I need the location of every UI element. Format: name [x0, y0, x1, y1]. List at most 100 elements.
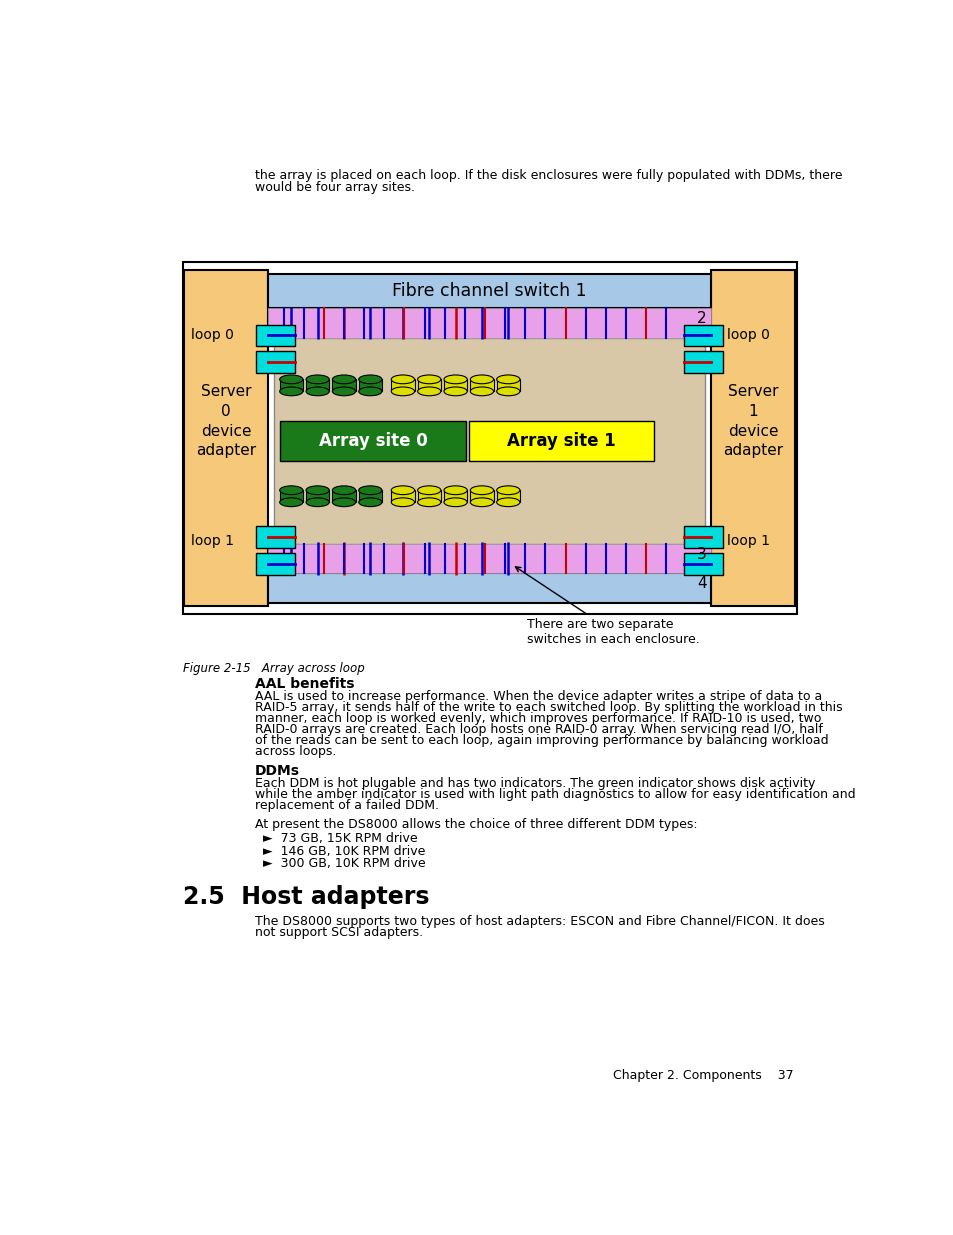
Bar: [470, 490, 493, 503]
Bar: [256, 526, 294, 548]
Ellipse shape: [306, 375, 329, 384]
Ellipse shape: [391, 387, 415, 395]
Bar: [468, 421, 654, 461]
Ellipse shape: [443, 485, 467, 495]
Text: the array is placed on each loop. If the disk enclosures were fully populated wi: the array is placed on each loop. If the…: [254, 169, 841, 182]
Bar: [268, 309, 711, 337]
Ellipse shape: [358, 375, 381, 384]
Bar: [683, 352, 722, 373]
Text: There are two separate
switches in each enclosure.: There are two separate switches in each …: [515, 567, 700, 646]
Bar: [683, 325, 722, 346]
Bar: [256, 352, 294, 373]
Text: Server
1
device
adapter: Server 1 device adapter: [722, 384, 782, 458]
Ellipse shape: [417, 375, 440, 384]
Bar: [470, 379, 493, 391]
Ellipse shape: [332, 485, 355, 495]
Bar: [443, 379, 467, 391]
Text: RAID-0 arrays are created. Each loop hosts one RAID-0 array. When servicing read: RAID-0 arrays are created. Each loop hos…: [254, 722, 821, 736]
Text: loop 0: loop 0: [191, 329, 233, 342]
Text: Chapter 2. Components    37: Chapter 2. Components 37: [612, 1070, 793, 1082]
Text: Fibre channel switch 1: Fibre channel switch 1: [392, 282, 586, 300]
Bar: [256, 325, 294, 346]
Text: 2.5  Host adapters: 2.5 Host adapters: [183, 885, 429, 909]
Bar: [306, 490, 329, 503]
Ellipse shape: [358, 387, 381, 395]
Text: Each DDM is hot plugable and has two indicators. The green indicator shows disk : Each DDM is hot plugable and has two ind…: [254, 777, 815, 789]
Text: ►  73 GB, 15K RPM drive: ► 73 GB, 15K RPM drive: [262, 832, 416, 845]
Ellipse shape: [306, 485, 329, 495]
Bar: [279, 490, 303, 503]
Bar: [256, 553, 294, 574]
Text: AAL benefits: AAL benefits: [254, 677, 354, 692]
Bar: [497, 490, 519, 503]
Bar: [274, 337, 704, 543]
Ellipse shape: [332, 387, 355, 395]
Ellipse shape: [470, 485, 493, 495]
Ellipse shape: [358, 485, 381, 495]
Ellipse shape: [332, 375, 355, 384]
Bar: [183, 262, 796, 614]
Bar: [417, 379, 440, 391]
Bar: [683, 553, 722, 574]
Text: replacement of a failed DDM.: replacement of a failed DDM.: [254, 799, 438, 811]
Text: manner, each loop is worked evenly, which improves performance. If RAID-10 is us: manner, each loop is worked evenly, whic…: [254, 711, 821, 725]
Bar: [358, 490, 381, 503]
Bar: [683, 526, 722, 548]
Text: 2: 2: [697, 311, 706, 326]
Bar: [332, 490, 355, 503]
Bar: [268, 274, 711, 309]
Ellipse shape: [279, 485, 303, 495]
Text: loop 1: loop 1: [726, 534, 769, 548]
Ellipse shape: [470, 387, 493, 395]
Text: ►  300 GB, 10K RPM drive: ► 300 GB, 10K RPM drive: [262, 857, 425, 871]
Text: ►  146 GB, 10K RPM drive: ► 146 GB, 10K RPM drive: [262, 845, 424, 857]
Ellipse shape: [332, 498, 355, 506]
Ellipse shape: [306, 498, 329, 506]
Bar: [443, 490, 467, 503]
Bar: [711, 270, 794, 606]
Ellipse shape: [391, 498, 415, 506]
Text: At present the DS8000 allows the choice of three different DDM types:: At present the DS8000 allows the choice …: [254, 818, 697, 831]
Text: of the reads can be sent to each loop, again improving performance by balancing : of the reads can be sent to each loop, a…: [254, 734, 827, 747]
Bar: [417, 490, 440, 503]
Ellipse shape: [417, 485, 440, 495]
Ellipse shape: [417, 498, 440, 506]
Bar: [306, 379, 329, 391]
Ellipse shape: [279, 375, 303, 384]
Bar: [358, 379, 381, 391]
Bar: [279, 379, 303, 391]
Ellipse shape: [279, 387, 303, 395]
Ellipse shape: [443, 387, 467, 395]
Text: Server
0
device
adapter: Server 0 device adapter: [196, 384, 256, 458]
Text: 4: 4: [697, 577, 706, 592]
Text: RAID-5 array, it sends half of the write to each switched loop. By splitting the: RAID-5 array, it sends half of the write…: [254, 700, 841, 714]
Text: would be four array sites.: would be four array sites.: [254, 180, 415, 194]
Bar: [268, 573, 711, 603]
Ellipse shape: [497, 387, 519, 395]
Bar: [332, 379, 355, 391]
Ellipse shape: [497, 498, 519, 506]
Ellipse shape: [391, 485, 415, 495]
Text: The DS8000 supports two types of host adapters: ESCON and Fibre Channel/FICON. I: The DS8000 supports two types of host ad…: [254, 915, 823, 927]
Ellipse shape: [497, 485, 519, 495]
Ellipse shape: [417, 387, 440, 395]
Text: while the amber indicator is used with light path diagnostics to allow for easy : while the amber indicator is used with l…: [254, 788, 855, 800]
Ellipse shape: [279, 498, 303, 506]
Ellipse shape: [358, 498, 381, 506]
Text: 3: 3: [697, 547, 706, 562]
Text: Array site 0: Array site 0: [318, 432, 427, 450]
Text: not support SCSI adapters.: not support SCSI adapters.: [254, 926, 422, 939]
Text: across loops.: across loops.: [254, 746, 335, 758]
Text: Array site 1: Array site 1: [507, 432, 616, 450]
Ellipse shape: [443, 498, 467, 506]
Text: loop 0: loop 0: [726, 329, 769, 342]
Ellipse shape: [391, 375, 415, 384]
Bar: [391, 379, 415, 391]
Text: DDMs: DDMs: [254, 764, 299, 778]
Bar: [280, 421, 465, 461]
Ellipse shape: [470, 375, 493, 384]
Text: Figure 2-15   Array across loop: Figure 2-15 Array across loop: [183, 662, 364, 674]
Text: loop 1: loop 1: [191, 534, 233, 548]
Bar: [497, 379, 519, 391]
Ellipse shape: [497, 375, 519, 384]
